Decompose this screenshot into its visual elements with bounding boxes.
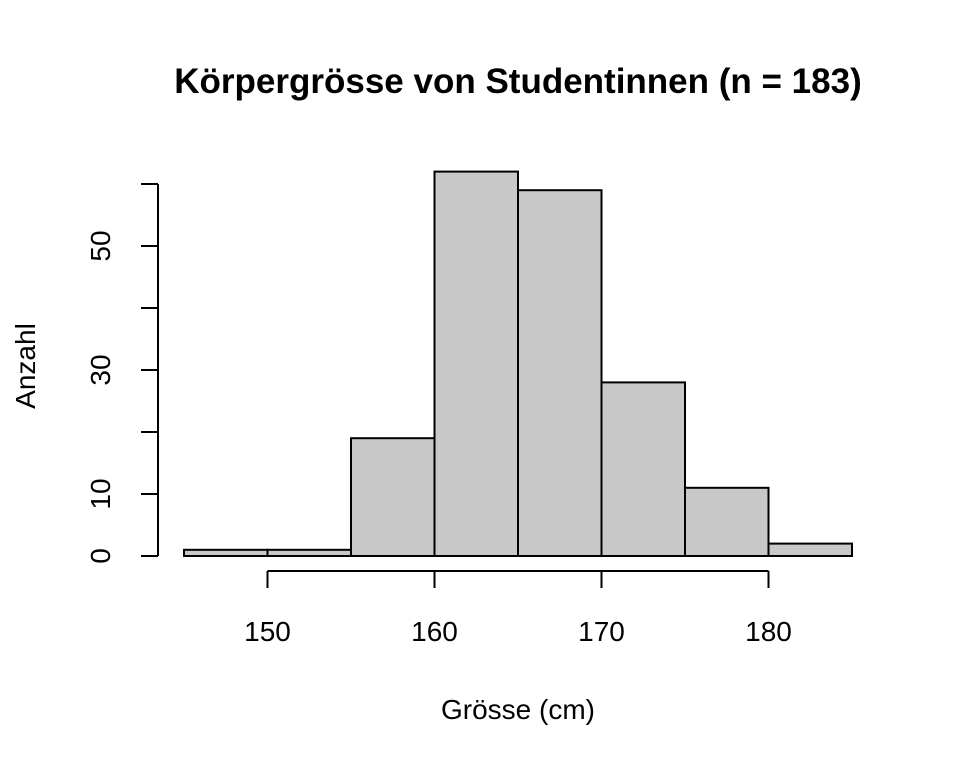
histogram-bar [517,189,603,557]
x-tick-label: 150 [244,616,291,647]
x-axis-label: Grösse (cm) [441,694,595,725]
y-axis-label: Anzahl [10,323,41,409]
x-axis: 150 160 170 180 [244,570,792,647]
histogram-bar [433,170,519,557]
histogram-bar [183,548,269,557]
histogram-bar [350,437,436,558]
histogram-bar [684,486,770,557]
chart-title: Körpergrösse von Studentinnen (n = 183) [174,62,861,101]
y-tick-label: 10 [85,478,116,509]
x-tick-label: 180 [745,616,792,647]
histogram-bar [600,381,686,557]
x-tick-label: 170 [578,616,625,647]
x-tick-label: 160 [411,616,458,647]
y-tick-label: 0 [85,548,116,564]
bars-layer [183,170,853,558]
histogram-bar [266,548,352,557]
histogram-bar [767,542,853,557]
y-axis: 0 10 30 50 [85,183,159,564]
y-tick-label: 30 [85,354,116,385]
y-tick-label: 50 [85,230,116,261]
